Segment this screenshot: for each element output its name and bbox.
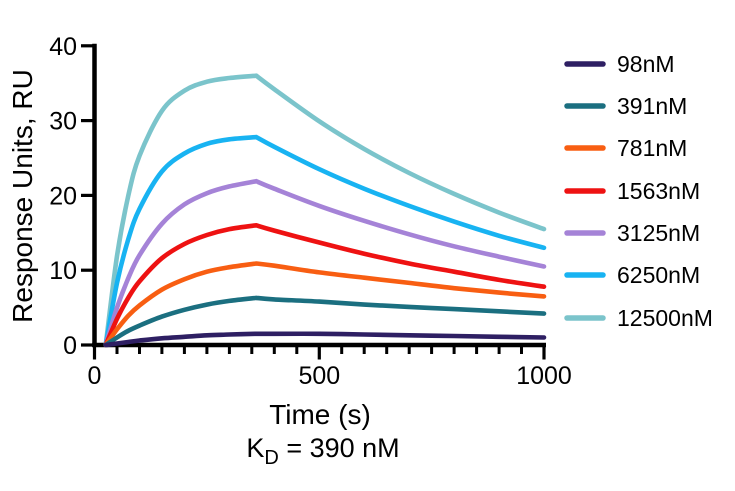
y-axis-title: Response Units, RU: [7, 69, 38, 323]
curve-391nM: [103, 295, 547, 348]
legend-item-6250nM: 6250nM: [564, 262, 700, 288]
legend-label-12500nM: 12500nM: [617, 305, 713, 331]
y-tick-label-10: 10: [49, 257, 77, 285]
legend-item-3125nM: 3125nM: [564, 220, 700, 246]
curve-6250nM: [103, 134, 547, 348]
plot-area: 0 10 20 30 40 0 500 1000: [49, 33, 572, 390]
x-axis-title: Time (s): [269, 399, 371, 430]
x-tick-label-500: 500: [298, 362, 340, 390]
y-tick-label-30: 30: [49, 108, 77, 136]
x-tick-label-0: 0: [88, 362, 102, 390]
legend-label-781nM: 781nM: [617, 135, 687, 161]
x-tick-label-1000: 1000: [516, 362, 572, 390]
kd-annotation: KD = 390 nM: [246, 433, 399, 469]
curve-3125nM: [103, 178, 547, 348]
legend-label-6250nM: 6250nM: [617, 262, 700, 288]
legend-item-781nM: 781nM: [564, 135, 687, 161]
curve-12500nM: [103, 73, 547, 348]
curve-781nM: [103, 261, 547, 348]
legend-item-12500nM: 12500nM: [564, 305, 713, 331]
curve-1563nM: [103, 223, 547, 348]
legend-label-3125nM: 3125nM: [617, 220, 700, 246]
legend-item-1563nM: 1563nM: [564, 178, 700, 204]
legend-item-98nM: 98nM: [564, 51, 675, 77]
legend-item-391nM: 391nM: [564, 93, 687, 119]
y-tick-label-20: 20: [49, 182, 77, 210]
legend: 98nM 391nM 781nM 1563nM 3125nM 6250nM 12…: [564, 51, 713, 331]
y-tick-label-40: 40: [49, 33, 77, 61]
y-tick-label-0: 0: [63, 332, 77, 360]
legend-label-1563nM: 1563nM: [617, 178, 700, 204]
kd-subscript: D: [264, 447, 278, 469]
legend-label-391nM: 391nM: [617, 93, 687, 119]
kd-value: = 390 nM: [279, 433, 400, 463]
curve-98nM: [103, 331, 547, 348]
kd-symbol: K: [246, 433, 264, 463]
legend-label-98nM: 98nM: [617, 51, 675, 77]
